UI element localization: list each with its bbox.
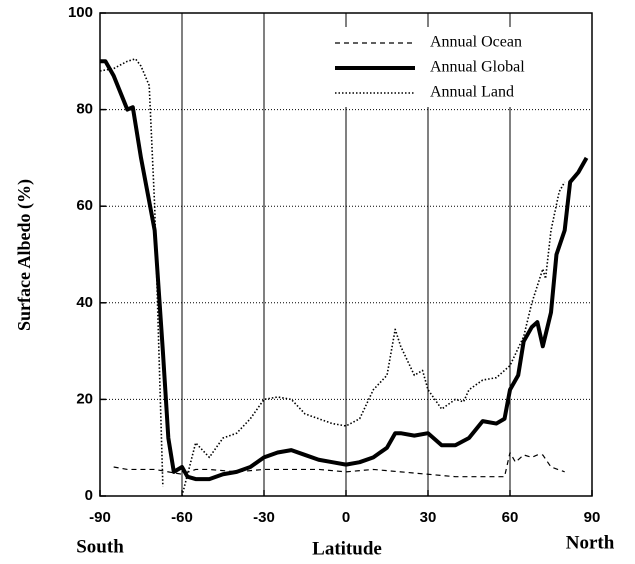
x-tick-label: 90 — [584, 509, 601, 526]
north-label: North — [566, 532, 615, 553]
y-tick-label: 20 — [76, 390, 93, 407]
legend-label: Annual Ocean — [430, 34, 522, 51]
series-line — [99, 58, 566, 497]
x-axis-label: Latitude — [312, 538, 382, 559]
y-tick-label: 60 — [76, 197, 93, 214]
south-label: South — [76, 536, 124, 557]
y-tick-label: 100 — [68, 4, 93, 21]
x-tick-label: 60 — [502, 509, 519, 526]
legend-label: Annual Land — [430, 84, 514, 101]
series-line — [113, 451, 565, 478]
legend-label: Annual Global — [430, 59, 525, 76]
x-tick-label: -90 — [89, 509, 111, 526]
y-axis-label: Surface Albedo (%) — [14, 179, 35, 331]
plot-frame — [99, 12, 593, 497]
y-tick-label: 0 — [85, 487, 93, 504]
x-tick-label: 0 — [342, 509, 350, 526]
x-tick-label: 30 — [420, 509, 437, 526]
y-tick-label: 40 — [76, 294, 93, 311]
series-line — [100, 59, 589, 482]
x-tick-label: -60 — [171, 509, 193, 526]
y-tick-label: 80 — [76, 101, 93, 118]
x-tick-label: -30 — [253, 509, 275, 526]
